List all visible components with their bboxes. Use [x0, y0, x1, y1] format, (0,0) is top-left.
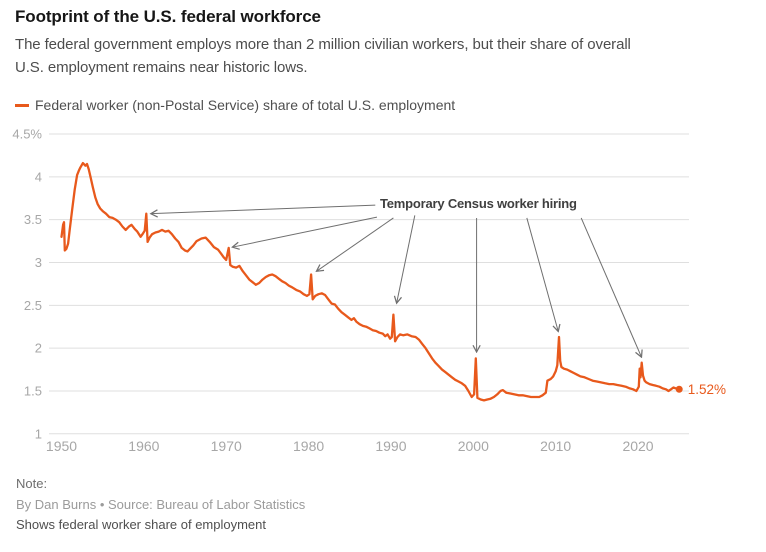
x-tick-label: 1970	[211, 438, 242, 454]
page-title: Footprint of the U.S. federal workforce	[15, 7, 321, 26]
x-tick-label: 1960	[128, 438, 159, 454]
y-tick-label: 4	[35, 169, 42, 184]
x-tick-label: 1990	[375, 438, 406, 454]
census-arrow	[317, 217, 394, 271]
end-point-value-label: 1.52%	[688, 382, 726, 397]
y-tick-label: 2	[35, 341, 42, 356]
y-tick-label: 1.5	[24, 383, 42, 398]
x-tick-label: 1950	[46, 438, 77, 454]
census-arrow	[526, 217, 558, 331]
byline-source: By Dan Burns • Source: Bureau of Labor S…	[16, 497, 306, 512]
chart-caption: Shows federal worker share of employment	[16, 517, 267, 532]
x-tick-label: 1980	[293, 438, 324, 454]
end-point-dot	[675, 385, 683, 393]
legend-label: Federal worker (non-Postal Service) shar…	[35, 97, 456, 113]
x-tick-label: 2020	[622, 438, 653, 454]
subtitle-line-2: U.S. employment remains near historic lo…	[15, 59, 308, 76]
legend-swatch-line-icon	[15, 103, 29, 107]
census-arrow	[580, 217, 641, 357]
census-arrow	[397, 215, 416, 302]
trend-line	[60, 161, 681, 402]
y-tick-label: 3.5	[24, 212, 42, 227]
x-tick-label: 2010	[540, 438, 571, 454]
x-tick-label: 2000	[458, 438, 489, 454]
note-label: Note:	[16, 476, 48, 491]
subtitle-line-1: The federal government employs more than…	[15, 36, 631, 53]
y-tick-label: 4.5%	[12, 127, 42, 142]
y-tick-label: 3	[35, 255, 42, 270]
census-arrow	[233, 216, 378, 247]
census-annotation-label: Temporary Census worker hiring	[380, 196, 577, 211]
legend: Federal worker (non-Postal Service) shar…	[15, 97, 455, 113]
y-tick-label: 2.5	[24, 298, 42, 313]
census-arrow	[151, 204, 376, 214]
y-tick-label: 1	[35, 426, 42, 441]
